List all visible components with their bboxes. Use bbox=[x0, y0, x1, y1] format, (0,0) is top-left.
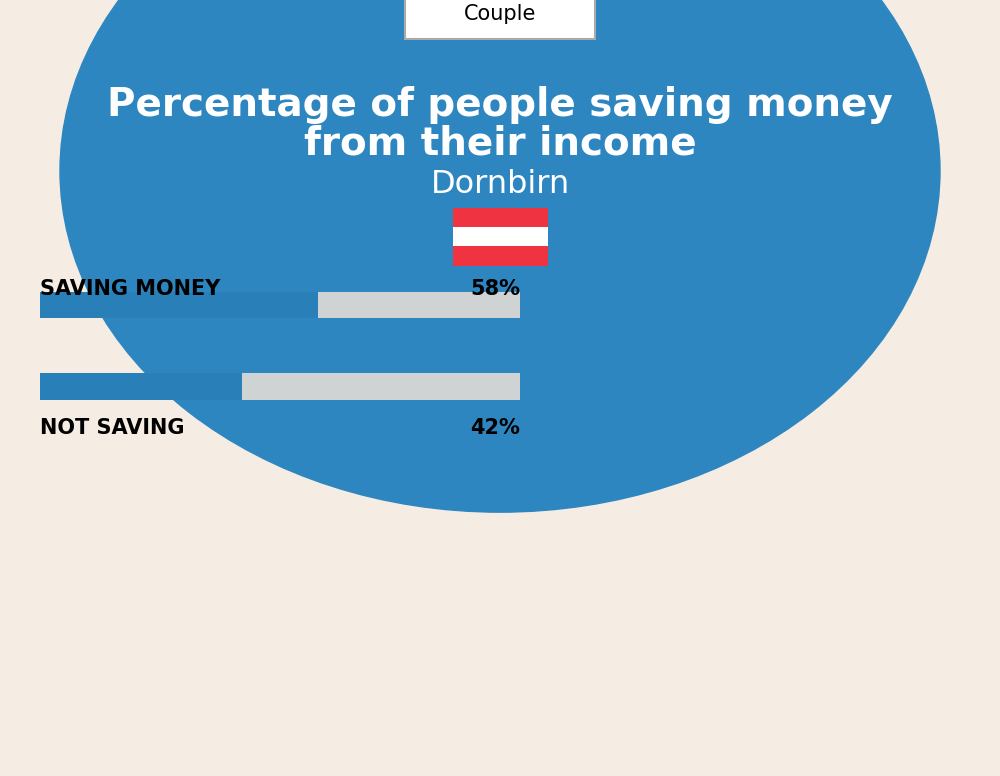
Text: 42%: 42% bbox=[470, 418, 520, 438]
Bar bbox=[452, 227, 548, 247]
Text: SAVING MONEY: SAVING MONEY bbox=[40, 279, 220, 300]
Text: Couple: Couple bbox=[464, 4, 536, 23]
Bar bbox=[40, 292, 520, 318]
Text: NOT SAVING: NOT SAVING bbox=[40, 418, 184, 438]
Text: Dornbirn: Dornbirn bbox=[430, 169, 570, 200]
Bar bbox=[40, 373, 242, 400]
Text: from their income: from their income bbox=[304, 125, 696, 162]
Bar bbox=[452, 208, 548, 227]
Bar bbox=[40, 373, 520, 400]
Bar bbox=[40, 292, 318, 318]
FancyBboxPatch shape bbox=[405, 0, 595, 39]
Text: 58%: 58% bbox=[470, 279, 520, 300]
Circle shape bbox=[60, 0, 940, 512]
Bar bbox=[452, 247, 548, 265]
Text: Percentage of people saving money: Percentage of people saving money bbox=[107, 86, 893, 123]
